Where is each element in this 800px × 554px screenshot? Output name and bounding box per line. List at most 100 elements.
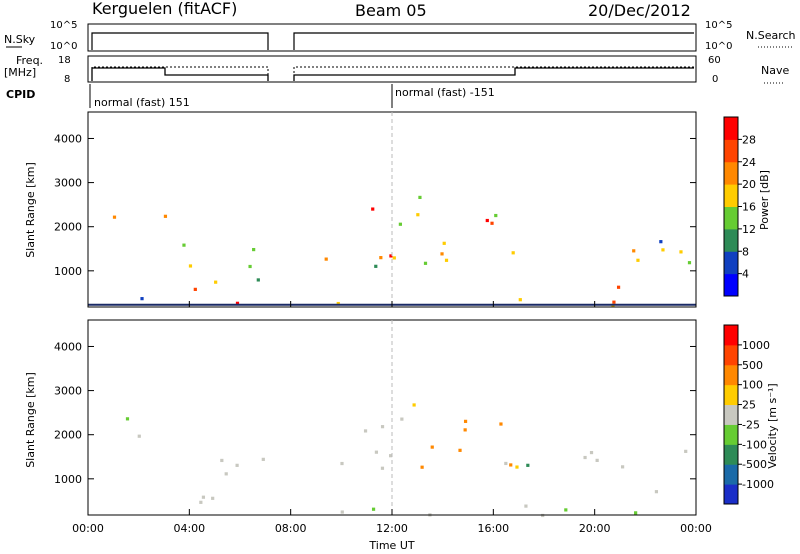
range-cell	[163, 214, 168, 218]
range-cell	[340, 510, 344, 514]
date-title: 20/Dec/2012	[588, 1, 691, 20]
range-cell	[416, 213, 420, 217]
colorbar-tick-label: -500	[742, 458, 767, 471]
colorbar-segment	[724, 117, 738, 140]
x-tick-label: 08:00	[275, 522, 307, 535]
x-tick-label: 04:00	[173, 522, 205, 535]
range-cell	[444, 258, 449, 262]
range-cell	[340, 461, 344, 466]
nsearch-label: N.Search	[746, 29, 796, 42]
nsky-tick-bottom: 10^0	[50, 41, 77, 52]
nave-trace	[91, 66, 694, 81]
power-y-axis: 1000 2000 3000 4000	[54, 132, 696, 278]
velocity-scatter	[125, 403, 688, 518]
colorbar-segment	[724, 484, 738, 505]
colorbar-tick-label: 25	[742, 399, 756, 412]
x-tick-label: 16:00	[477, 522, 509, 535]
beam-title: Beam 05	[355, 1, 427, 20]
colorbar-segment	[724, 273, 738, 297]
colorbar-tick-label: 16	[742, 201, 756, 214]
range-cell	[485, 218, 489, 223]
range-cell	[199, 500, 203, 504]
range-cell	[201, 495, 206, 499]
range-cell	[188, 264, 193, 268]
range-cell	[440, 252, 444, 256]
range-cell	[430, 445, 434, 449]
range-cell	[389, 254, 393, 258]
colorbar-segment	[724, 424, 738, 445]
colorbar-tick-label: -25	[742, 418, 760, 431]
freq-label-2: [MHz]	[4, 66, 36, 79]
freq-tick-top: 18	[58, 55, 71, 66]
colorbar-segment	[724, 161, 738, 185]
cpid-mode-1: normal (fast) -151	[395, 86, 495, 99]
colorbar-segment	[724, 404, 738, 425]
range-cell	[374, 264, 378, 268]
range-cell	[336, 301, 340, 306]
range-cell	[392, 256, 396, 260]
range-cell	[616, 285, 621, 289]
colorbar-tick-label: 8	[742, 245, 749, 258]
colorbar-segment	[724, 184, 738, 207]
range-cell	[564, 508, 568, 512]
range-cell	[420, 465, 424, 469]
power-panel: 1000 2000 3000 4000 Slant Range [km] 28 24 20…	[24, 111, 771, 308]
nsky-label: N.Sky	[4, 33, 36, 46]
range-cell	[620, 465, 625, 469]
colorbar-frame	[723, 324, 739, 505]
range-cell	[515, 465, 519, 469]
range-cell	[400, 417, 404, 421]
y-tick-label: 1000	[54, 473, 82, 486]
station-title: Kerguelen (fitACF)	[92, 0, 237, 18]
range-cell	[526, 463, 530, 467]
colorbar-segment	[724, 251, 738, 275]
x-tick-label: 12:00	[376, 522, 408, 535]
range-cell	[442, 241, 446, 245]
range-cell	[499, 422, 503, 426]
x-tick-label: 00:00	[680, 522, 712, 535]
range-cell	[379, 256, 383, 260]
y-tick-label: 2000	[54, 429, 82, 442]
y-tick-label: 3000	[54, 385, 82, 398]
colorbar-tick-label: 28	[742, 133, 756, 146]
y-tick-label: 1000	[54, 265, 82, 278]
range-cell	[371, 207, 375, 211]
range-cell	[504, 461, 508, 466]
range-cell	[612, 300, 616, 304]
range-cell	[509, 463, 513, 467]
velocity-y-axis: 1000 2000 3000 4000	[54, 340, 696, 486]
colorbar-tick-label: 12	[742, 223, 756, 236]
nsky-panel: N.Sky 10^5 10^0 10^5 10^0 N.Search	[4, 20, 796, 52]
x-tick-label: 00:00	[72, 522, 104, 535]
colorbar-segment	[724, 139, 738, 163]
range-cell	[398, 222, 402, 226]
colorbar-tick-label: -100	[742, 438, 767, 451]
range-cell	[524, 504, 528, 508]
range-cell	[261, 457, 265, 461]
range-cell	[654, 490, 659, 494]
range-cell	[211, 496, 215, 500]
nsearch-tick-bottom: 10^0	[705, 41, 732, 52]
colorbar-segment	[724, 364, 738, 386]
range-cell	[374, 450, 379, 454]
range-cell	[125, 417, 130, 421]
colorbar-tick-label: 500	[742, 359, 763, 372]
colorbar-tick-label: 4	[742, 268, 749, 281]
y-tick-label: 4000	[54, 340, 82, 353]
y-tick-label: 2000	[54, 221, 82, 234]
range-cell	[182, 243, 186, 247]
nsky-trace	[91, 32, 694, 50]
range-cell	[380, 425, 385, 429]
range-cell	[224, 472, 228, 476]
cpid-label: CPID	[6, 88, 35, 101]
colorbar-tick-label: 1000	[742, 339, 770, 352]
freq-panel: Freq. [MHz] 18 8 60 0 Nave	[4, 54, 789, 85]
range-cell	[684, 449, 688, 453]
range-cell	[363, 429, 368, 433]
range-cell	[463, 428, 467, 432]
range-cell	[324, 257, 328, 261]
colorbar-segment	[724, 344, 738, 366]
range-cell	[634, 511, 638, 515]
range-cell	[458, 448, 462, 452]
